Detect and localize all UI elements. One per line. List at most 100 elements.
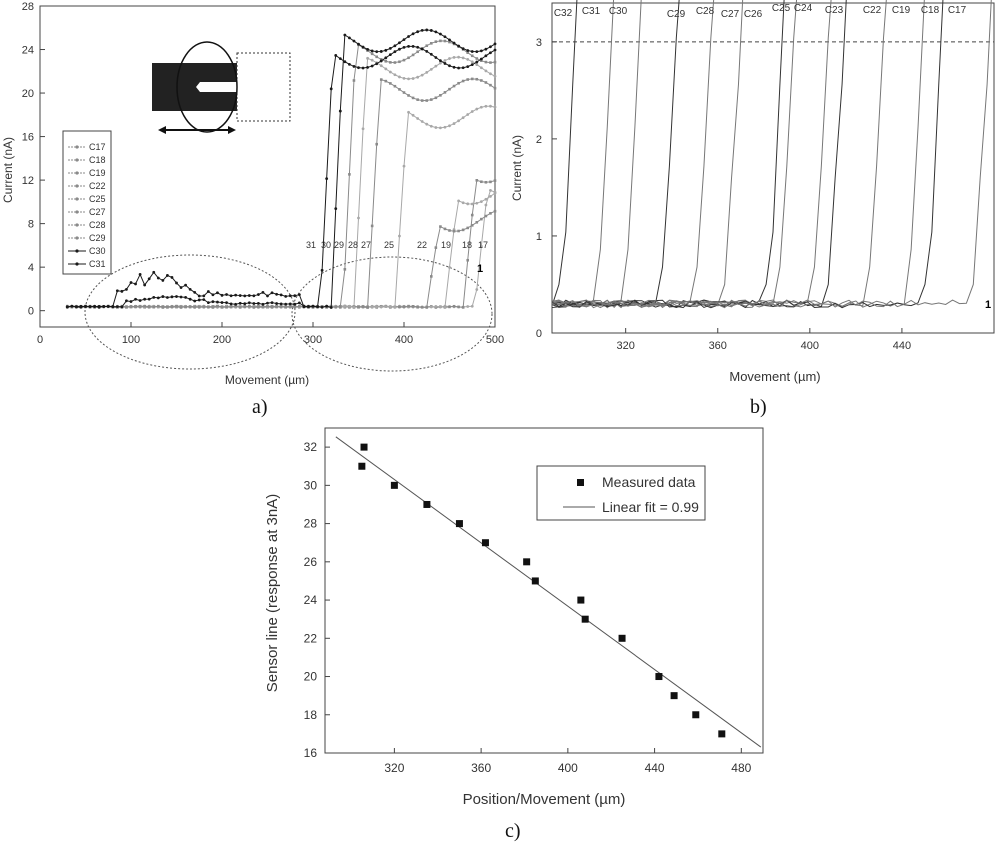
- series-point: [430, 42, 433, 45]
- series-point: [129, 305, 133, 308]
- series-point: [375, 305, 379, 308]
- series-point: [420, 47, 424, 51]
- series-point: [357, 216, 360, 220]
- y-axis-label: Current (nA): [510, 135, 524, 201]
- channel-label: C27: [721, 9, 740, 20]
- series-point: [197, 298, 201, 302]
- series-point: [425, 71, 429, 74]
- series-point: [379, 305, 383, 309]
- series-point: [115, 305, 119, 308]
- series-point: [489, 83, 492, 87]
- series-point: [325, 177, 329, 180]
- legend-label: C29: [89, 233, 106, 243]
- series-point: [115, 289, 119, 293]
- series-point: [339, 305, 342, 309]
- y-tick-label: 26: [304, 555, 318, 569]
- series-point: [443, 39, 447, 43]
- series-point: [475, 288, 479, 291]
- series-point: [257, 301, 260, 305]
- series-point: [261, 290, 265, 294]
- series-point: [279, 305, 283, 308]
- series-point: [470, 110, 474, 113]
- y-tick-label: 1: [536, 231, 542, 243]
- series-point: [288, 305, 292, 308]
- curve-number: 27: [361, 240, 371, 250]
- curve-number: 28: [348, 240, 358, 250]
- series-point: [479, 57, 483, 61]
- legend-marker: [75, 171, 79, 175]
- legend-label-fit: Linear fit = 0.99: [602, 499, 699, 515]
- channel-label: C23: [825, 5, 844, 16]
- series-point: [466, 258, 469, 262]
- y-tick-label: 24: [22, 45, 34, 57]
- series-point: [416, 45, 420, 49]
- series-point: [489, 104, 492, 108]
- series-point: [466, 51, 469, 54]
- top-channel-labels: C32 C31 C30 C29 C28 C27 C26 C25 C24 C23 C22 C19 C18 C…: [554, 3, 967, 20]
- x-axis-label: Position/Movement (µm): [463, 791, 626, 808]
- series-point: [489, 45, 492, 49]
- x-tick-label: 480: [731, 761, 751, 775]
- series-point: [275, 292, 278, 296]
- series-point: [375, 55, 378, 59]
- series-point: [384, 48, 388, 52]
- series-point: [484, 180, 488, 184]
- series-point: [479, 66, 483, 70]
- series-point: [439, 94, 442, 97]
- series-point: [366, 66, 369, 69]
- series-point: [179, 295, 183, 299]
- series-point: [97, 304, 101, 308]
- series-point: [448, 124, 451, 128]
- legend-swatch-points: [577, 479, 584, 486]
- channel-label: C17: [948, 5, 967, 16]
- curve-number: 31: [306, 240, 316, 250]
- axis-ticks: 320 360 400 440 480 16 18 20 22 24 26 28 30 32: [304, 440, 752, 775]
- series-point: [416, 30, 420, 34]
- series-point: [411, 77, 415, 80]
- series-point: [170, 305, 174, 309]
- x-tick-label: 400: [801, 340, 819, 352]
- series-point: [461, 56, 465, 60]
- series-point: [197, 305, 201, 309]
- series-point: [166, 274, 169, 277]
- series-point: [457, 229, 460, 233]
- series-point: [134, 305, 137, 309]
- series-point: [257, 305, 260, 309]
- series-line-C18: [551, 0, 944, 309]
- series-line-C30: [551, 0, 642, 308]
- series-point: [134, 282, 137, 286]
- series-point: [407, 94, 410, 97]
- series-point: [470, 60, 474, 64]
- series-point: [493, 60, 497, 64]
- series-point: [493, 105, 497, 109]
- annotation-ellipse-left: [84, 254, 296, 370]
- series-point: [493, 74, 497, 78]
- series-point: [457, 55, 460, 59]
- x-tick-label: 440: [893, 340, 911, 352]
- series-point: [388, 70, 392, 74]
- series-point: [466, 305, 470, 308]
- data-point: [455, 520, 463, 528]
- series-point: [193, 291, 197, 294]
- series-point: [284, 305, 287, 309]
- channel-label: C26: [744, 9, 763, 20]
- channel-label: C31: [582, 6, 601, 17]
- series-point: [297, 301, 301, 305]
- series-point: [411, 96, 415, 100]
- series-point: [398, 47, 401, 51]
- y-tick-label: 30: [304, 478, 318, 492]
- series-point: [479, 49, 483, 53]
- channel-label: C19: [892, 5, 911, 16]
- series-point: [416, 75, 420, 79]
- series-point: [393, 61, 397, 64]
- x-tick-label: 360: [709, 340, 727, 352]
- series-point: [379, 58, 383, 61]
- series-point: [147, 297, 151, 301]
- series-point: [348, 36, 351, 40]
- series-point: [352, 306, 356, 309]
- series-point: [466, 78, 469, 81]
- series-point: [411, 32, 415, 36]
- panel-label-a: a): [252, 396, 268, 418]
- series-point: [229, 302, 233, 306]
- series-point: [93, 305, 96, 308]
